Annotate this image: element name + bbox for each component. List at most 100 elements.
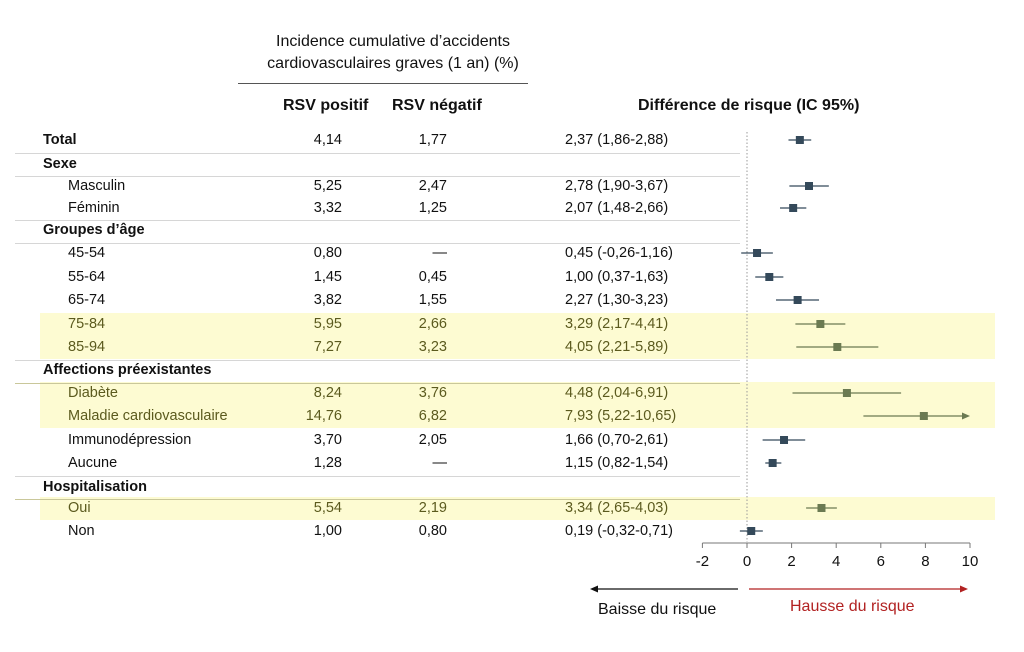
x-tick-label: 8 <box>921 553 929 570</box>
legend-increase: Hausse du risque <box>790 598 915 615</box>
point-estimate-marker <box>753 249 762 257</box>
group-header: Groupes d’âge <box>43 222 145 238</box>
highlight-band <box>40 313 995 336</box>
rsv-positive-value: 5,95 <box>313 316 342 332</box>
rsv-negative-value: 2,66 <box>418 316 447 332</box>
point-estimate-marker <box>833 343 842 351</box>
col-header-negative: RSV négatif <box>392 97 482 114</box>
risk-difference-ci: 7,93 (5,22-10,65) <box>565 408 677 424</box>
risk-difference-ci: 0,19 (-0,32-0,71) <box>565 523 674 539</box>
group-header: Sexe <box>43 156 77 172</box>
point-estimate-marker <box>765 273 774 281</box>
row-label: Diabète <box>68 385 118 401</box>
rsv-negative-value: 6,82 <box>418 408 447 424</box>
row-divider <box>15 243 740 244</box>
rsv-positive-value: 1,28 <box>313 455 342 471</box>
x-axis: -2 0 2 4 6 8 10 <box>696 542 979 570</box>
risk-difference-ci: 4,48 (2,04-6,91) <box>565 385 669 401</box>
risk-difference-ci: 0,45 (-0,26-1,16) <box>565 245 674 261</box>
rsv-positive-value: 14,76 <box>305 408 342 424</box>
row-label: 75-84 <box>68 316 106 332</box>
rsv-positive-value: 3,82 <box>313 292 342 308</box>
row-divider <box>15 383 740 384</box>
risk-difference-ci: 2,78 (1,90-3,67) <box>565 178 669 194</box>
row-label: Maladie cardiovasculaire <box>68 408 228 424</box>
col-header-positive: RSV positif <box>283 97 369 114</box>
rsv-positive-value: 3,32 <box>313 200 342 216</box>
row-label: Masculin <box>68 178 126 194</box>
row-label: Non <box>68 523 95 539</box>
highlight-band-join <box>40 334 995 339</box>
risk-difference-ci: 2,07 (1,48-2,66) <box>565 200 669 216</box>
x-tick-label: 2 <box>787 553 795 570</box>
ci-arrow-icon <box>962 412 970 420</box>
highlight-band <box>40 497 995 520</box>
rsv-negative-value: 2,19 <box>418 500 447 516</box>
rsv-negative-value: 1,55 <box>418 292 447 308</box>
row-label: 55-64 <box>68 269 106 285</box>
row-divider <box>15 360 740 361</box>
row-divider <box>15 476 740 477</box>
point-estimate-marker <box>793 296 802 304</box>
rsv-negative-value: — <box>432 455 448 471</box>
row-divider <box>15 153 740 154</box>
point-estimate-marker <box>804 182 813 190</box>
risk-difference-ci: 2,27 (1,30-3,23) <box>565 292 669 308</box>
highlight-band <box>40 405 995 428</box>
point-estimate-marker <box>816 320 825 328</box>
incidence-title-line2: cardiovasculaires graves (1 an) (%) <box>267 55 519 72</box>
row-label: Immunodépression <box>68 432 192 448</box>
risk-difference-ci: 3,34 (2,65-4,03) <box>565 500 669 516</box>
point-estimate-marker <box>747 527 756 535</box>
decrease-arrowhead-icon <box>590 585 598 593</box>
highlight-band <box>40 336 995 359</box>
rsv-negative-value: 1,25 <box>418 200 447 216</box>
rsv-positive-value: 1,45 <box>313 269 342 285</box>
x-tick-label: -2 <box>696 553 709 570</box>
point-estimate-marker <box>780 436 789 444</box>
header-rule <box>238 83 528 84</box>
legend-decrease: Baisse du risque <box>598 601 716 618</box>
rsv-positive-value: 5,25 <box>313 178 342 194</box>
rsv-negative-value: 3,23 <box>418 339 447 355</box>
rsv-positive-value: 4,14 <box>313 132 342 148</box>
rsv-negative-value: 1,77 <box>418 132 447 148</box>
row-label: Oui <box>68 500 91 516</box>
row-label: 65-74 <box>68 292 106 308</box>
risk-difference-ci: 4,05 (2,21-5,89) <box>565 339 669 355</box>
rsv-negative-value: 0,45 <box>418 269 447 285</box>
group-header: Affections préexistantes <box>43 362 212 378</box>
rsv-negative-value: 2,05 <box>418 432 447 448</box>
row-divider <box>15 499 740 500</box>
point-estimate-marker <box>768 459 777 467</box>
point-estimate-marker <box>842 389 851 397</box>
rsv-negative-value: 3,76 <box>418 385 447 401</box>
point-estimate-marker <box>789 204 798 212</box>
risk-difference-ci: 3,29 (2,17-4,41) <box>565 316 669 332</box>
col-header-risk-diff: Différence de risque (IC 95%) <box>638 97 860 114</box>
row-label: Féminin <box>68 200 120 216</box>
rsv-negative-value: 2,47 <box>418 178 447 194</box>
x-tick-label: 6 <box>877 553 885 570</box>
row-label-total: Total <box>43 132 77 148</box>
highlight-band <box>40 382 995 405</box>
rsv-positive-value: 7,27 <box>313 339 342 355</box>
point-estimate-marker <box>919 412 928 420</box>
x-tick-label: 4 <box>832 553 840 570</box>
risk-difference-ci: 1,00 (0,37-1,63) <box>565 269 669 285</box>
x-tick-label: 10 <box>962 553 979 570</box>
row-divider <box>15 220 740 221</box>
risk-difference-ci: 2,37 (1,86-2,88) <box>565 132 669 148</box>
rsv-positive-value: 0,80 <box>313 245 342 261</box>
point-estimate-marker <box>817 504 826 512</box>
increase-arrowhead-icon <box>960 585 968 593</box>
risk-difference-ci: 1,66 (0,70-2,61) <box>565 432 669 448</box>
rsv-negative-value: 0,80 <box>418 523 447 539</box>
row-label: 45-54 <box>68 245 106 261</box>
risk-difference-ci: 1,15 (0,82-1,54) <box>565 455 669 471</box>
highlight-band-join <box>40 403 995 408</box>
rsv-positive-value: 8,24 <box>313 385 342 401</box>
rsv-positive-value: 3,70 <box>313 432 342 448</box>
rsv-negative-value: — <box>432 245 448 261</box>
row-label: Aucune <box>68 455 118 471</box>
